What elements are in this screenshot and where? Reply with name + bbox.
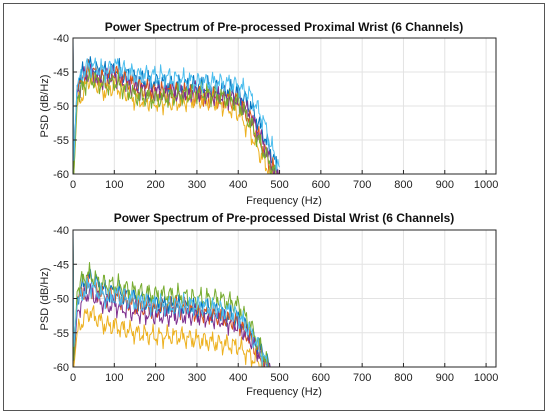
series-line-1 <box>73 230 270 367</box>
series-group <box>73 38 280 174</box>
y-tick-label: -50 <box>53 101 69 113</box>
x-tick-label: 0 <box>70 179 76 191</box>
x-tick-label: 100 <box>105 179 123 191</box>
chart-title: Power Spectrum of Pre-processed Proximal… <box>105 20 464 34</box>
y-axis-label: PSD (dB/Hz) <box>39 75 51 138</box>
chart-title: Power Spectrum of Pre-processed Distal W… <box>114 211 455 225</box>
x-axis-label: Frequency (Hz) <box>246 195 322 207</box>
y-tick-label: -60 <box>53 362 69 374</box>
x-tick-label: 600 <box>312 179 330 191</box>
y-tick-label: -40 <box>53 225 69 237</box>
x-tick-label: 600 <box>312 372 330 384</box>
x-tick-label: 100 <box>105 372 123 384</box>
x-tick-label: 1000 <box>474 179 498 191</box>
series-line-5 <box>73 236 271 367</box>
x-tick-label: 900 <box>436 179 454 191</box>
x-tick-label: 900 <box>436 372 454 384</box>
x-tick-label: 300 <box>188 179 206 191</box>
y-tick-label: -55 <box>53 328 69 340</box>
y-tick-label: -40 <box>53 33 69 45</box>
series-line-6 <box>73 38 280 171</box>
y-tick-label: -45 <box>53 67 69 79</box>
x-tick-label: 500 <box>270 179 288 191</box>
panel-proximal: Power Spectrum of Pre-processed Proximal… <box>39 20 498 207</box>
series-line-6 <box>73 230 268 367</box>
x-tick-label: 200 <box>146 179 164 191</box>
x-tick-label: 400 <box>229 179 247 191</box>
tick-labels: 0 100 200 300 400 500 600 700 800 900 1000 -40 -45 -5… <box>53 33 498 191</box>
x-tick-label: 700 <box>353 372 371 384</box>
x-tick-label: 200 <box>146 372 164 384</box>
x-tick-label: 800 <box>394 372 412 384</box>
y-tick-label: -60 <box>53 169 69 181</box>
y-axis-label: PSD (dB/Hz) <box>39 268 51 331</box>
series-line-3 <box>73 250 266 367</box>
x-tick-label: 300 <box>188 372 206 384</box>
x-tick-label: 400 <box>229 372 247 384</box>
y-tick-label: -50 <box>53 294 69 306</box>
x-tick-label: 500 <box>270 372 288 384</box>
x-tick-label: 1000 <box>474 372 498 384</box>
series-line-5 <box>73 51 277 174</box>
panel-distal: Power Spectrum of Pre-processed Distal W… <box>39 211 498 398</box>
x-tick-label: 800 <box>394 179 412 191</box>
x-tick-label: 700 <box>353 179 371 191</box>
series-line-4 <box>73 44 279 174</box>
series-group <box>73 230 271 367</box>
grid-lines <box>72 37 496 175</box>
y-tick-label: -55 <box>53 135 69 147</box>
series-line-1 <box>73 38 280 174</box>
x-axis-label: Frequency (Hz) <box>246 386 322 398</box>
x-tick-label: 0 <box>70 372 76 384</box>
y-tick-label: -45 <box>53 259 69 271</box>
tick-labels: 0 100 200 300 400 500 600 700 800 900 1000 -40 -45 -5… <box>53 225 498 384</box>
